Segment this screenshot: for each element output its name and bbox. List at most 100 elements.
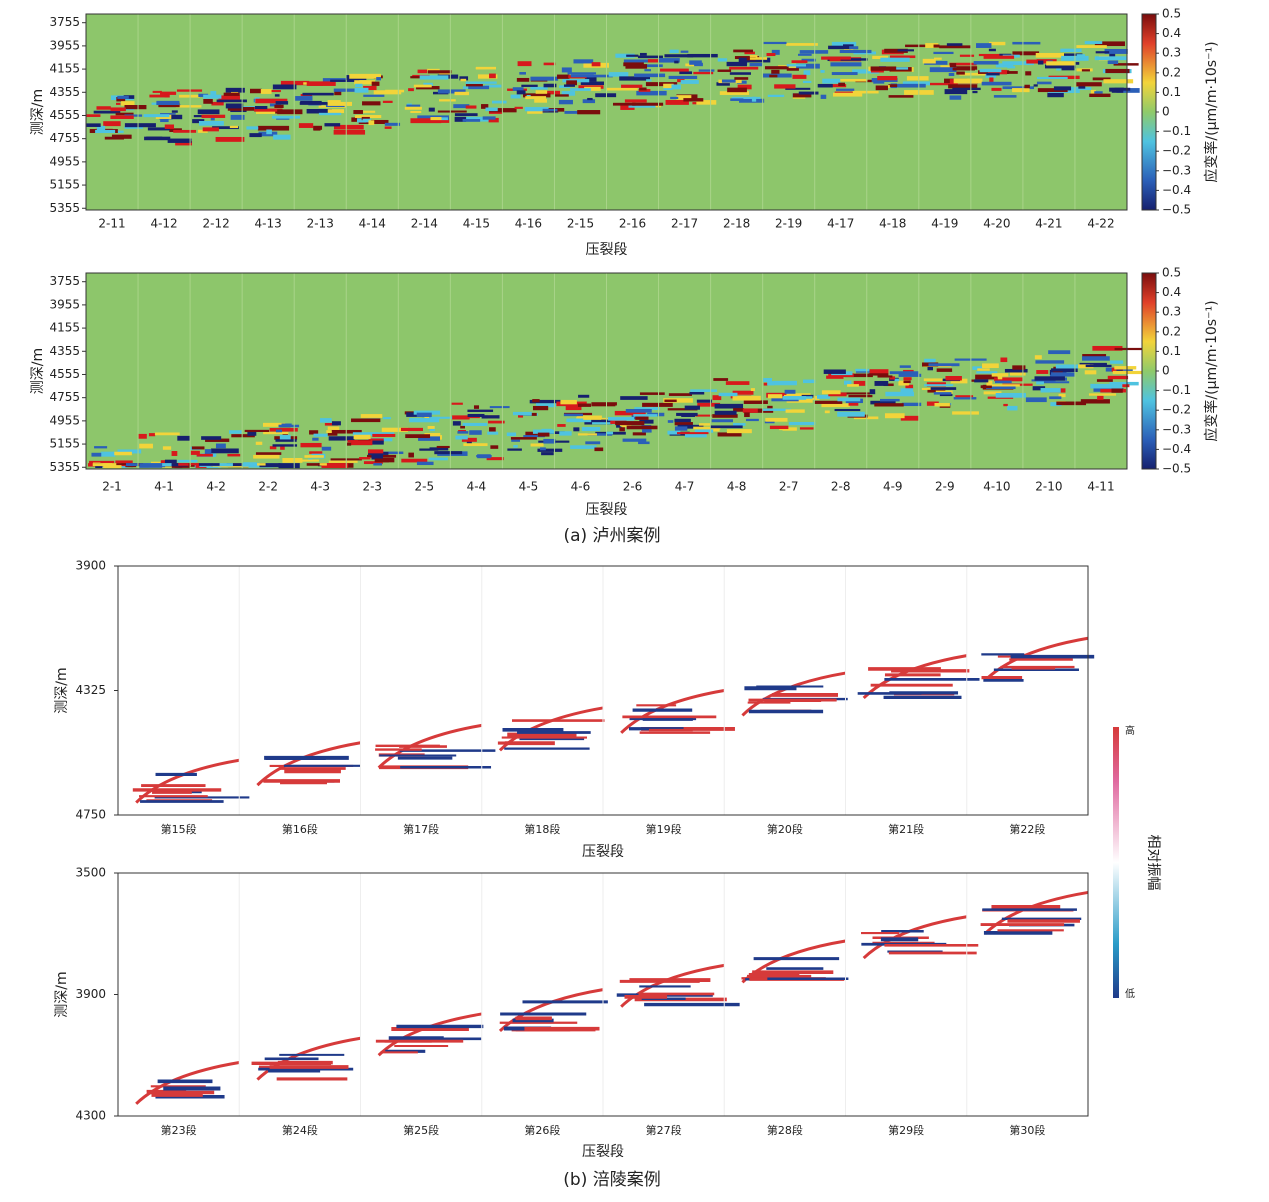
x-tick-label: 第15段	[161, 822, 197, 836]
texture-streak	[152, 90, 162, 93]
texture-streak	[570, 445, 597, 449]
x-tick-label: 4-20	[983, 217, 1010, 231]
texture-streak	[639, 87, 647, 91]
texture-streak	[972, 366, 985, 370]
texture-streak	[953, 397, 977, 400]
texture-streak	[202, 127, 219, 132]
texture-streak	[255, 110, 276, 114]
texture-streak	[767, 394, 783, 399]
texture-streak	[989, 77, 994, 82]
texture-streak	[764, 421, 775, 424]
texture-streak	[626, 425, 658, 430]
x-tick-label: 4-1	[154, 480, 174, 494]
texture-streak	[368, 438, 384, 442]
texture-streak	[976, 43, 992, 48]
texture-streak	[330, 79, 360, 82]
texture-streak	[576, 416, 602, 420]
y-tick-label: 4555	[49, 108, 80, 122]
texture-streak	[664, 399, 677, 403]
texture-streak	[936, 368, 953, 372]
texture-streak	[331, 421, 341, 426]
texture-streak	[506, 432, 517, 437]
texture-streak	[1032, 386, 1046, 391]
texture-streak	[710, 425, 743, 429]
texture-streak	[160, 91, 177, 95]
texture-streak	[457, 431, 469, 434]
texture-streak	[622, 438, 647, 442]
texture-streak	[1079, 362, 1107, 367]
texture-streak	[333, 129, 366, 135]
x-axis-label: 压裂段	[582, 1144, 624, 1160]
texture-streak	[431, 416, 460, 419]
texture-streak	[1094, 56, 1127, 61]
texture-streak	[282, 457, 303, 463]
texture-streak	[171, 114, 183, 120]
texture-streak	[620, 396, 648, 400]
texture-streak	[1025, 397, 1047, 403]
texture-streak	[674, 426, 688, 431]
texture-streak	[1109, 52, 1116, 57]
texture-streak	[685, 63, 700, 67]
texture-streak	[1053, 86, 1072, 91]
x-tick-label: 第22段	[1009, 822, 1045, 836]
x-tick-label: 第21段	[888, 822, 924, 836]
colorbar-tick-label: −0.1	[1162, 383, 1191, 397]
texture-streak	[89, 460, 115, 465]
texture-streak	[225, 87, 245, 93]
texture-streak	[543, 438, 556, 444]
texture-streak	[167, 138, 192, 143]
texture-streak	[557, 74, 570, 79]
texture-streak	[959, 54, 975, 57]
texture-streak	[354, 80, 376, 85]
texture-streak	[179, 94, 200, 98]
texture-streak	[606, 87, 638, 91]
texture-streak	[1038, 381, 1070, 384]
texture-streak	[210, 91, 217, 96]
caption: (a) 泸州案例	[563, 526, 660, 546]
colorbar-tick-label: 0.4	[1162, 26, 1181, 40]
texture-streak	[924, 60, 948, 65]
colorbar-tick-label: 0.3	[1162, 305, 1181, 319]
x-tick-label: 4-9	[883, 480, 903, 494]
texture-streak	[696, 100, 717, 105]
texture-streak	[595, 93, 617, 98]
texture-streak	[696, 399, 713, 403]
texture-streak	[635, 416, 649, 420]
texture-streak	[255, 452, 282, 455]
texture-streak	[751, 96, 757, 102]
texture-streak	[1061, 67, 1075, 71]
texture-streak	[525, 431, 538, 437]
texture-streak	[577, 433, 597, 436]
texture-streak	[560, 399, 577, 405]
texture-streak	[426, 68, 440, 72]
texture-streak	[997, 376, 1003, 380]
texture-streak	[384, 126, 392, 129]
texture-streak	[121, 101, 135, 106]
texture-streak	[1034, 376, 1065, 381]
colorbar-tick-label: 0.3	[1162, 46, 1181, 60]
colorbar-tick-label: −0.2	[1162, 403, 1191, 417]
y-tick-label: 4955	[49, 154, 80, 168]
texture-streak	[272, 84, 297, 90]
texture-streak	[475, 66, 496, 70]
texture-streak	[726, 429, 752, 434]
texture-streak	[561, 67, 572, 73]
texture-streak	[831, 72, 858, 76]
texture-streak	[898, 373, 922, 377]
texture-streak	[86, 123, 101, 127]
x-tick-label: 4-16	[515, 217, 542, 231]
texture-streak	[418, 436, 441, 441]
texture-streak	[880, 398, 900, 402]
texture-streak	[774, 84, 796, 89]
texture-streak	[175, 105, 202, 108]
texture-streak	[473, 405, 480, 409]
texture-streak	[1090, 89, 1096, 95]
texture-streak	[327, 426, 340, 430]
texture-streak	[839, 392, 870, 395]
texture-streak	[1050, 402, 1062, 407]
texture-streak	[428, 457, 448, 461]
texture-streak	[227, 453, 241, 457]
texture-streak	[792, 74, 807, 79]
texture-streak	[663, 87, 673, 91]
texture-streak	[796, 63, 820, 69]
